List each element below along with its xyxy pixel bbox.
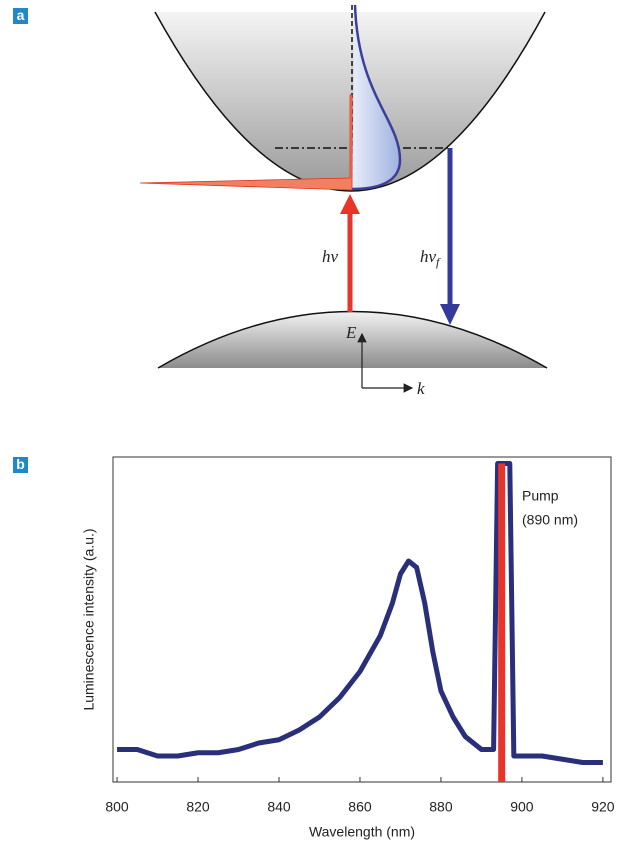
y-axis-label: Luminescence intensity (a.u.) bbox=[81, 528, 97, 710]
annotation: Pump bbox=[522, 488, 559, 504]
chart: 800 820 840 860 880 900 920 Wavelength (nm) Lumi… bbox=[81, 456, 615, 840]
x-tick-label: 880 bbox=[429, 799, 453, 815]
band-diagram: hν hνf E k bbox=[139, 4, 548, 398]
absorption-label: hν bbox=[322, 247, 339, 266]
x-tick-label: 920 bbox=[591, 799, 615, 815]
x-tick-label: 860 bbox=[348, 799, 372, 815]
panel-label-box bbox=[13, 8, 28, 24]
energy-axis-label: E bbox=[345, 323, 357, 342]
plot-frame bbox=[112, 456, 612, 783]
x-tick-label: 820 bbox=[186, 799, 210, 815]
arrow-head bbox=[440, 304, 460, 325]
data-line bbox=[117, 461, 603, 765]
annotation: (890 nm) bbox=[522, 512, 578, 528]
panel-label: a bbox=[17, 7, 25, 23]
panel-label: b bbox=[16, 456, 25, 472]
x-tick-label: 840 bbox=[267, 799, 291, 815]
distribution-curve bbox=[351, 4, 402, 191]
pump-spectrum bbox=[139, 94, 353, 191]
x-tick-label: 800 bbox=[105, 799, 129, 815]
conduction-band bbox=[154, 11, 546, 192]
momentum-axis-label: k bbox=[417, 379, 425, 398]
emission-label: hνf bbox=[420, 247, 441, 269]
panel-label-box bbox=[13, 457, 28, 473]
arrow-head bbox=[340, 194, 360, 214]
x-tick-label: 900 bbox=[510, 799, 534, 815]
x-axis-label: Wavelength (nm) bbox=[309, 824, 415, 840]
